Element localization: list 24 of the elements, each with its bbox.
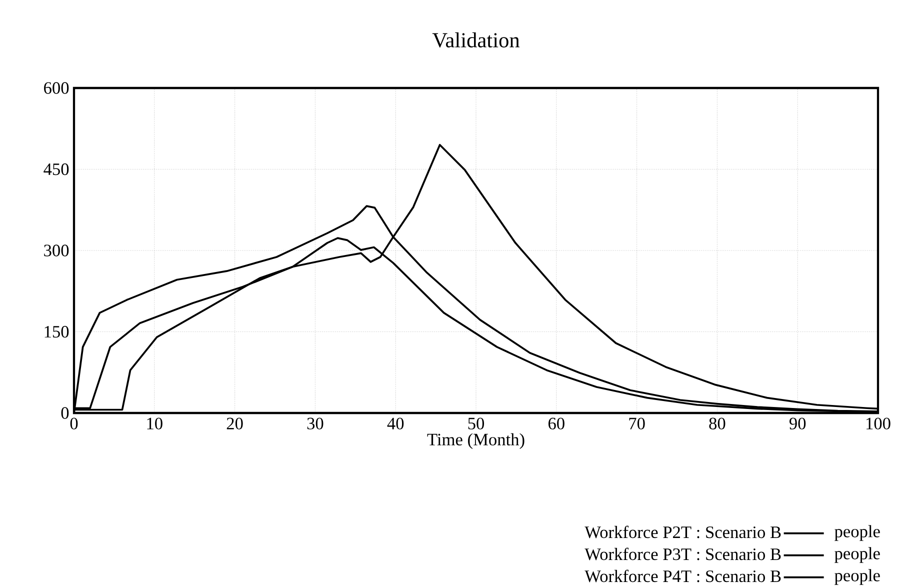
x-tick-label: 50: [468, 418, 484, 430]
x-axis-title: Time (Month): [427, 433, 524, 449]
legend-label: Workforce P3T : Scenario B: [584, 548, 781, 560]
y-tick-label: 600: [44, 82, 69, 94]
y-tick-label: 300: [44, 244, 69, 256]
x-tick-label: 10: [147, 418, 162, 430]
text: people: [834, 569, 880, 585]
x-tick-label: 90: [790, 418, 806, 430]
x-tick-label: 40: [387, 418, 404, 430]
x-tick-label: 70: [629, 418, 645, 430]
x-tick-label: 20: [226, 418, 243, 430]
text: people: [834, 547, 880, 563]
text: people: [834, 525, 880, 541]
x-tick-label: 80: [709, 418, 726, 430]
legend-label: Workforce P2T : Scenario B: [584, 526, 781, 538]
chart-title: Validation: [432, 32, 520, 48]
x-tick-label: 0: [70, 418, 78, 430]
y-tick-label: 0: [61, 407, 69, 419]
legend-label: Workforce P4T : Scenario B: [584, 570, 781, 582]
y-tick-label: 150: [44, 326, 69, 338]
x-tick-label: 30: [307, 418, 324, 430]
x-tick-label: 100: [866, 418, 890, 430]
y-tick-label: 450: [44, 163, 69, 176]
x-tick-label: 60: [548, 418, 564, 430]
